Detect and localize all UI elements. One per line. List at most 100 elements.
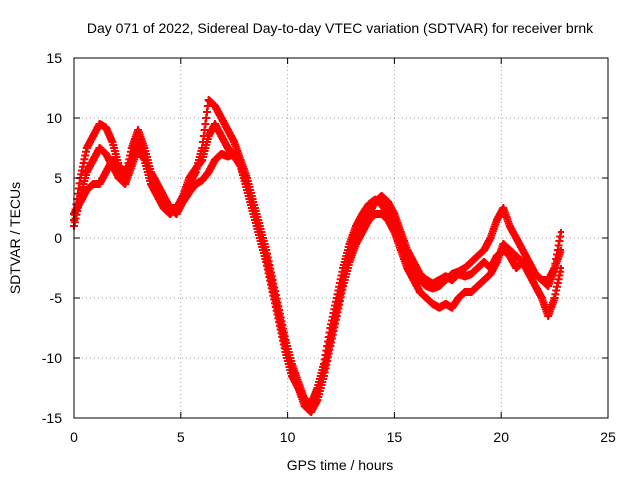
data-point (449, 304, 456, 311)
x-tick-label: 10 (280, 429, 296, 445)
data-point (212, 121, 218, 127)
data-point (372, 196, 379, 203)
x-tick-label: 15 (387, 429, 403, 445)
data-point (346, 241, 353, 247)
y-tick-label: 10 (46, 110, 62, 126)
data-point (301, 403, 308, 409)
data-point (429, 301, 436, 307)
data-point (378, 211, 385, 217)
data-point (333, 313, 340, 319)
series-track-1-trail (70, 96, 565, 413)
data-point (532, 271, 539, 277)
data-point (461, 273, 468, 280)
data-point (468, 271, 475, 277)
data-point (359, 211, 366, 217)
data-point (96, 181, 103, 187)
data-point (551, 295, 558, 301)
data-point (519, 247, 526, 253)
data-point (500, 205, 507, 211)
data-point (160, 199, 167, 205)
data-point (224, 153, 231, 160)
data-point (468, 259, 475, 265)
series-track-3-trail (70, 138, 565, 416)
data-point (96, 145, 103, 151)
data-point (205, 133, 212, 139)
y-tick-label: -5 (50, 290, 63, 306)
data-point (506, 223, 513, 229)
data-point (186, 175, 193, 181)
data-point (212, 157, 218, 163)
data-point (173, 205, 180, 211)
data-point (538, 277, 545, 283)
data-point (288, 367, 295, 373)
data-point (320, 373, 327, 379)
data-point (269, 283, 276, 289)
data-point (218, 133, 225, 139)
data-point (526, 265, 532, 271)
x-tick-label: 20 (493, 429, 509, 445)
data-point (128, 157, 135, 163)
data-point (231, 151, 238, 157)
data-point (449, 271, 456, 277)
data-point (365, 217, 372, 223)
series-track-3 (70, 138, 565, 416)
data-point (487, 235, 494, 241)
data-point (487, 271, 494, 277)
data-point (481, 247, 488, 253)
data-point (276, 313, 283, 319)
data-point (474, 283, 481, 289)
data-point (244, 181, 250, 187)
data-point (327, 343, 334, 349)
data-point (256, 229, 263, 235)
data-point (538, 295, 545, 301)
y-axis-label: SDTVAR / TECUs (7, 182, 23, 294)
data-point (282, 343, 289, 349)
data-point (385, 217, 391, 223)
data-point (90, 157, 97, 163)
grid-lines (74, 58, 608, 418)
data-point (109, 139, 116, 145)
data-point (103, 124, 109, 131)
data-point (461, 265, 468, 271)
data-point (90, 181, 97, 187)
data-point (224, 145, 231, 151)
data-point (135, 139, 142, 145)
data-point (218, 115, 225, 121)
data-point (506, 247, 513, 253)
data-point (417, 289, 423, 295)
data-point (308, 409, 315, 415)
data-point (359, 229, 366, 235)
chart-title: Day 071 of 2022, Sidereal Day-to-day VTE… (87, 20, 594, 36)
y-tick-label: -15 (42, 410, 62, 426)
data-point (218, 151, 225, 157)
data-point (199, 157, 206, 163)
data-point (224, 127, 231, 133)
data-point (83, 169, 90, 175)
data-point (167, 205, 174, 211)
data-point (231, 139, 238, 145)
data-point (147, 175, 154, 181)
data-point (455, 295, 462, 301)
data-point (442, 301, 449, 307)
data-point (346, 259, 353, 265)
data-point (493, 217, 500, 223)
data-point (391, 229, 398, 235)
data-point (103, 169, 109, 175)
data-point (417, 277, 423, 283)
data-point (558, 229, 564, 235)
data-point (263, 253, 270, 259)
data-point (558, 247, 564, 253)
data-point (378, 193, 385, 199)
data-point (109, 157, 116, 163)
data-point (103, 151, 109, 157)
data-series (70, 96, 565, 416)
data-point (353, 223, 359, 229)
data-point (205, 169, 212, 175)
data-point (372, 211, 379, 217)
data-point (436, 283, 443, 289)
data-point (199, 177, 206, 184)
data-point (365, 201, 372, 208)
data-point (468, 289, 475, 295)
